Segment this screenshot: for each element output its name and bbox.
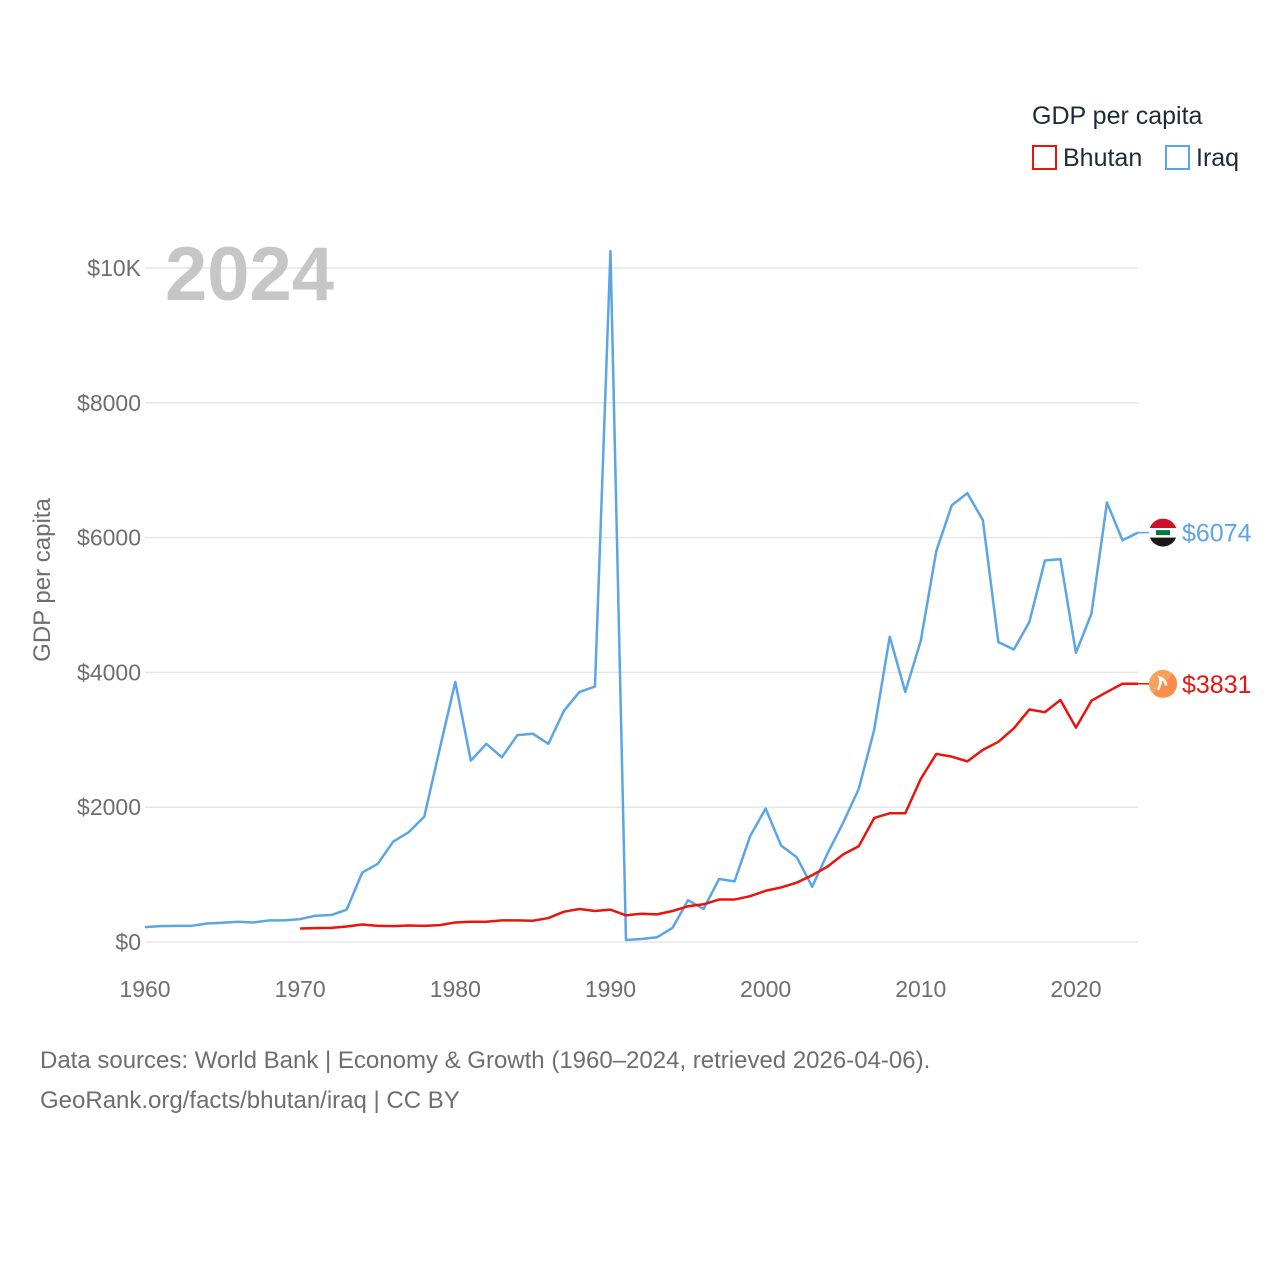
y-tick-label: $4000: [77, 659, 141, 685]
y-tick-label: $2000: [77, 794, 141, 820]
legend-swatch-bhutan: [1032, 145, 1057, 170]
iraq-flag-icon: [1149, 518, 1177, 547]
x-axis-ticks: 1960 1970 1980 1990 2000 2010 2020: [119, 976, 1101, 1002]
footer-attribution: GeoRank.org/facts/bhutan/iraq | CC BY: [40, 1087, 460, 1114]
year-label: 2024: [165, 232, 334, 317]
x-tick-label: 1980: [430, 976, 481, 1002]
y-axis-ticks: $0 $2000 $4000 $6000 $8000 $10K: [77, 255, 142, 955]
legend: GDP per capita Bhutan Iraq: [1032, 102, 1239, 172]
footer-sources: Data sources: World Bank | Economy & Gro…: [40, 1047, 931, 1074]
end-value-iraq: $6074: [1182, 520, 1252, 548]
x-tick-label: 2010: [895, 976, 946, 1002]
series-line-iraq: [144, 249, 1139, 942]
y-tick-label: $6000: [77, 525, 141, 551]
y-tick-label: $10K: [87, 255, 141, 281]
legend-title: GDP per capita: [1032, 102, 1203, 130]
legend-label-iraq: Iraq: [1196, 144, 1239, 172]
x-tick-label: 2000: [740, 976, 791, 1002]
y-axis-title: GDP per capita: [29, 498, 56, 662]
series-line-bhutan: [300, 682, 1138, 930]
legend-swatch-iraq: [1165, 145, 1190, 170]
series-end-markers: $6074 $3831: [1138, 518, 1252, 699]
bhutan-flag-icon: [1149, 669, 1177, 698]
x-tick-label: 1990: [585, 976, 636, 1002]
y-tick-label: $0: [115, 929, 141, 955]
end-value-bhutan: $3831: [1182, 671, 1252, 699]
series-lines: [144, 249, 1139, 942]
legend-label-bhutan: Bhutan: [1063, 144, 1142, 172]
y-tick-label: $8000: [77, 390, 141, 416]
x-tick-label: 2020: [1050, 976, 1101, 1002]
x-tick-label: 1960: [119, 976, 170, 1002]
grid-lines: [145, 267, 1138, 943]
x-tick-label: 1970: [275, 976, 326, 1002]
